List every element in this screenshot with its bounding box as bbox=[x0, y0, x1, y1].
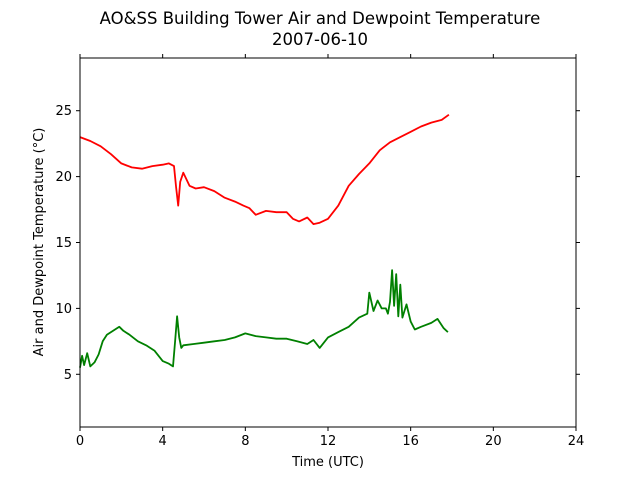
y-tick-label: 5 bbox=[64, 368, 72, 383]
x-tick-label: 24 bbox=[568, 434, 585, 449]
x-tick-label: 8 bbox=[241, 434, 249, 449]
x-tick-label: 4 bbox=[159, 434, 167, 449]
series-line-1 bbox=[79, 269, 449, 368]
y-axis: 5 10 15 20 25 bbox=[55, 104, 580, 383]
x-axis-label: Time (UTC) bbox=[291, 455, 364, 470]
chart-subtitle: 2007-06-10 bbox=[272, 30, 368, 49]
x-axis: 0 4 8 12 16 20 24 bbox=[76, 54, 584, 449]
series-line-0 bbox=[79, 113, 450, 225]
x-tick-label: 12 bbox=[320, 434, 337, 449]
x-tick-label: 16 bbox=[402, 434, 419, 449]
y-tick-label: 15 bbox=[55, 236, 72, 251]
x-tick-label: 20 bbox=[485, 434, 502, 449]
y-tick-label: 10 bbox=[55, 302, 72, 317]
chart-title: AO&SS Building Tower Air and Dewpoint Te… bbox=[100, 9, 541, 28]
y-tick-label: 20 bbox=[55, 170, 72, 185]
y-axis-label: Air and Dewpoint Temperature (°C) bbox=[32, 128, 47, 357]
plot-area bbox=[80, 58, 576, 427]
series-layer bbox=[79, 113, 450, 368]
y-tick-label: 25 bbox=[55, 104, 72, 119]
x-tick-label: 0 bbox=[76, 434, 84, 449]
